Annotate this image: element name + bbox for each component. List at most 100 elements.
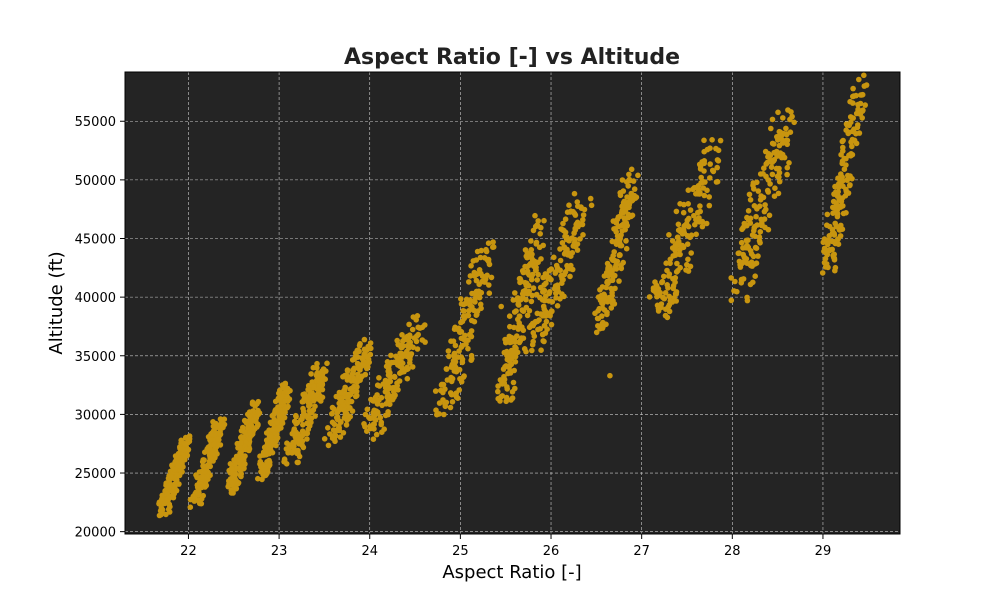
scatter-point	[580, 232, 586, 238]
scatter-point	[670, 283, 677, 289]
scatter-point	[211, 441, 218, 447]
scatter-point	[325, 425, 331, 431]
scatter-point	[856, 76, 862, 83]
scatter-point	[562, 229, 569, 236]
scatter-point	[329, 410, 336, 417]
y-tick-label: 20000	[75, 526, 116, 541]
scatter-point	[515, 301, 521, 308]
scatter-point	[608, 305, 615, 311]
scatter-point	[685, 201, 691, 207]
scatter-point	[672, 247, 678, 254]
scatter-point	[176, 481, 182, 487]
scatter-point	[535, 326, 541, 333]
scatter-point	[340, 430, 347, 436]
scatter-point	[697, 163, 704, 170]
scatter-point	[269, 438, 276, 444]
scatter-point	[419, 324, 426, 331]
scatter-point	[505, 370, 511, 377]
scatter-point	[824, 222, 830, 228]
scatter-point	[414, 346, 421, 352]
scatter-point	[706, 194, 712, 200]
scatter-point	[784, 171, 790, 178]
scatter-point	[838, 203, 844, 209]
scatter-point	[618, 232, 624, 238]
scatter-point	[300, 422, 306, 428]
scatter-point	[554, 265, 561, 271]
scatter-point	[246, 435, 253, 441]
scatter-point	[520, 269, 527, 276]
scatter-point	[610, 257, 616, 264]
scatter-point	[848, 151, 854, 157]
scatter-point	[744, 214, 750, 221]
scatter-point	[666, 293, 672, 300]
y-tick-label: 40000	[75, 291, 116, 306]
scatter-point	[700, 185, 707, 191]
scatter-point	[688, 250, 694, 256]
scatter-point	[517, 276, 523, 282]
scatter-point	[385, 398, 392, 404]
scatter-point	[471, 318, 478, 325]
scatter-point	[338, 399, 344, 405]
scatter-point	[482, 279, 488, 285]
scatter-point	[769, 140, 776, 147]
scatter-point	[405, 365, 411, 372]
scatter-point	[738, 280, 745, 286]
scatter-point	[850, 93, 857, 99]
scatter-point	[347, 405, 353, 411]
scatter-point	[170, 492, 176, 499]
scatter-point	[605, 264, 611, 271]
scatter-point	[479, 273, 486, 280]
scatter-point	[498, 393, 505, 400]
scatter-point	[746, 191, 753, 198]
scatter-point	[161, 500, 168, 507]
scatter-point	[684, 241, 691, 247]
scatter-point	[376, 375, 382, 381]
scatter-point	[593, 329, 600, 336]
scatter-point	[580, 212, 587, 218]
scatter-point	[546, 290, 552, 297]
scatter-point	[784, 164, 791, 171]
scatter-point	[468, 357, 475, 364]
scatter-point	[526, 262, 533, 269]
scatter-point	[510, 297, 517, 303]
scatter-point	[773, 165, 780, 172]
scatter-point	[744, 222, 750, 229]
scatter-point	[241, 461, 248, 468]
scatter-point	[775, 109, 781, 116]
scatter-point	[324, 360, 330, 367]
scatter-point	[281, 459, 287, 465]
scatter-point	[336, 389, 343, 396]
scatter-point	[761, 165, 767, 171]
scatter-point	[776, 169, 783, 176]
scatter-point	[759, 222, 765, 228]
scatter-point	[374, 382, 381, 389]
y-tick-label: 45000	[75, 233, 116, 248]
scatter-point	[714, 157, 721, 163]
scatter-point	[767, 181, 773, 187]
scatter-point	[750, 253, 757, 260]
scatter-point	[267, 433, 274, 440]
scatter-point	[562, 216, 569, 222]
scatter-point	[201, 457, 207, 463]
scatter-point	[673, 208, 680, 215]
scatter-point	[687, 207, 694, 213]
scatter-point	[443, 366, 450, 372]
scatter-point	[474, 248, 481, 255]
scatter-point	[844, 177, 850, 183]
scatter-point	[478, 305, 484, 312]
scatter-point	[255, 407, 261, 414]
scatter-point	[365, 364, 371, 370]
scatter-point	[675, 221, 682, 228]
scatter-point	[404, 353, 410, 360]
scatter-point	[264, 439, 271, 446]
scatter-point	[631, 186, 638, 192]
scatter-point	[618, 265, 625, 272]
scatter-point	[358, 374, 364, 381]
y-tick-label: 55000	[75, 115, 116, 130]
scatter-point	[612, 285, 618, 292]
scatter-point	[451, 352, 457, 358]
scatter-point	[532, 318, 539, 325]
scatter-point	[344, 367, 351, 373]
scatter-point	[677, 264, 683, 271]
scatter-point	[198, 496, 205, 502]
